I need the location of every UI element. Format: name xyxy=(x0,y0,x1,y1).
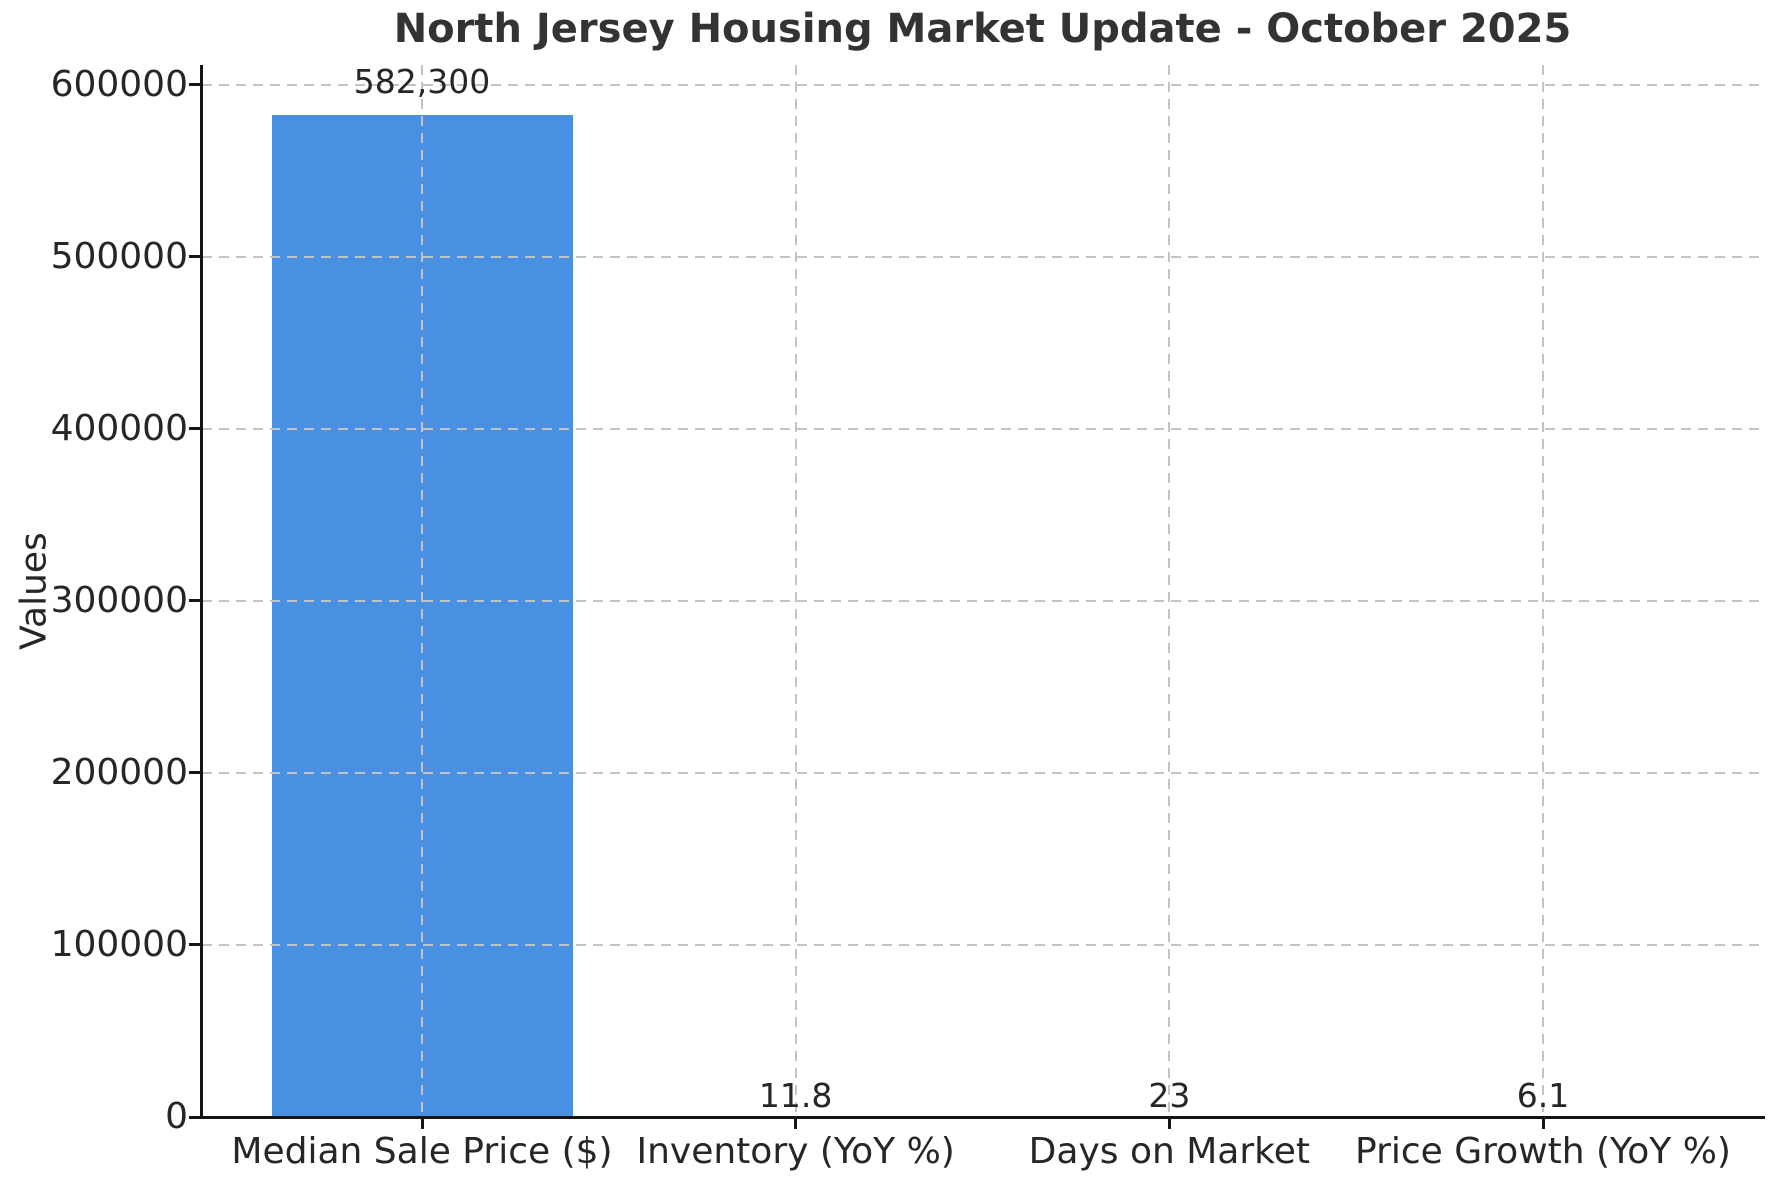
bar-value-label: 23 xyxy=(1148,1075,1191,1115)
y-tick-label: 200000 xyxy=(50,751,188,793)
x-category-label: Median Sale Price ($) xyxy=(231,1131,613,1172)
y-tick-mark xyxy=(189,599,200,603)
v-gridline xyxy=(794,65,797,1117)
y-tick-mark xyxy=(189,427,200,431)
v-gridline xyxy=(1542,65,1544,1117)
h-gridline xyxy=(202,83,1763,86)
x-category-label: Days on Market xyxy=(1028,1131,1310,1172)
h-gridline xyxy=(202,771,1763,774)
y-tick-label: 300000 xyxy=(50,579,188,621)
bar-value-label: 11.8 xyxy=(758,1075,833,1115)
y-tick-mark xyxy=(189,943,200,947)
x-tick-mark xyxy=(794,1119,798,1129)
chart-title: North Jersey Housing Market Update - Oct… xyxy=(393,6,1572,52)
axes-layer xyxy=(189,65,1765,1129)
plot-area: 0 100000 200000 300000 400000 500000 600000 Med… xyxy=(51,62,1765,1172)
y-axis-label: Values xyxy=(13,532,55,650)
v-gridline xyxy=(421,65,423,1117)
y-tick-label: 0 xyxy=(165,1096,188,1137)
h-gridline xyxy=(202,599,1763,602)
x-category-label: Inventory (YoY %) xyxy=(636,1131,955,1172)
y-axis-spine xyxy=(200,65,203,1119)
y-tick-mark xyxy=(189,771,200,775)
x-axis-spine xyxy=(200,1116,1765,1119)
axis-labels-layer: 0 100000 200000 300000 400000 500000 600000 Med… xyxy=(51,62,1763,1172)
h-gridline xyxy=(202,943,1763,946)
h-gridline xyxy=(202,427,1763,430)
y-tick-mark xyxy=(189,1115,200,1119)
h-gridline xyxy=(202,255,1763,258)
y-tick-label: 600000 xyxy=(50,63,188,105)
y-tick-label: 400000 xyxy=(50,407,188,449)
y-tick-mark xyxy=(189,255,200,259)
y-tick-label: 100000 xyxy=(50,923,188,965)
y-tick-label: 500000 xyxy=(50,235,188,277)
bar-value-label: 582,300 xyxy=(353,62,491,102)
y-tick-mark xyxy=(189,83,200,87)
x-tick-mark xyxy=(1541,1119,1545,1129)
bar-value-label: 6.1 xyxy=(1516,1075,1570,1115)
x-category-label: Price Growth (YoY %) xyxy=(1355,1131,1731,1172)
x-tick-mark xyxy=(1167,1119,1171,1129)
v-gridline xyxy=(1168,65,1171,1117)
x-tick-mark xyxy=(420,1119,424,1129)
